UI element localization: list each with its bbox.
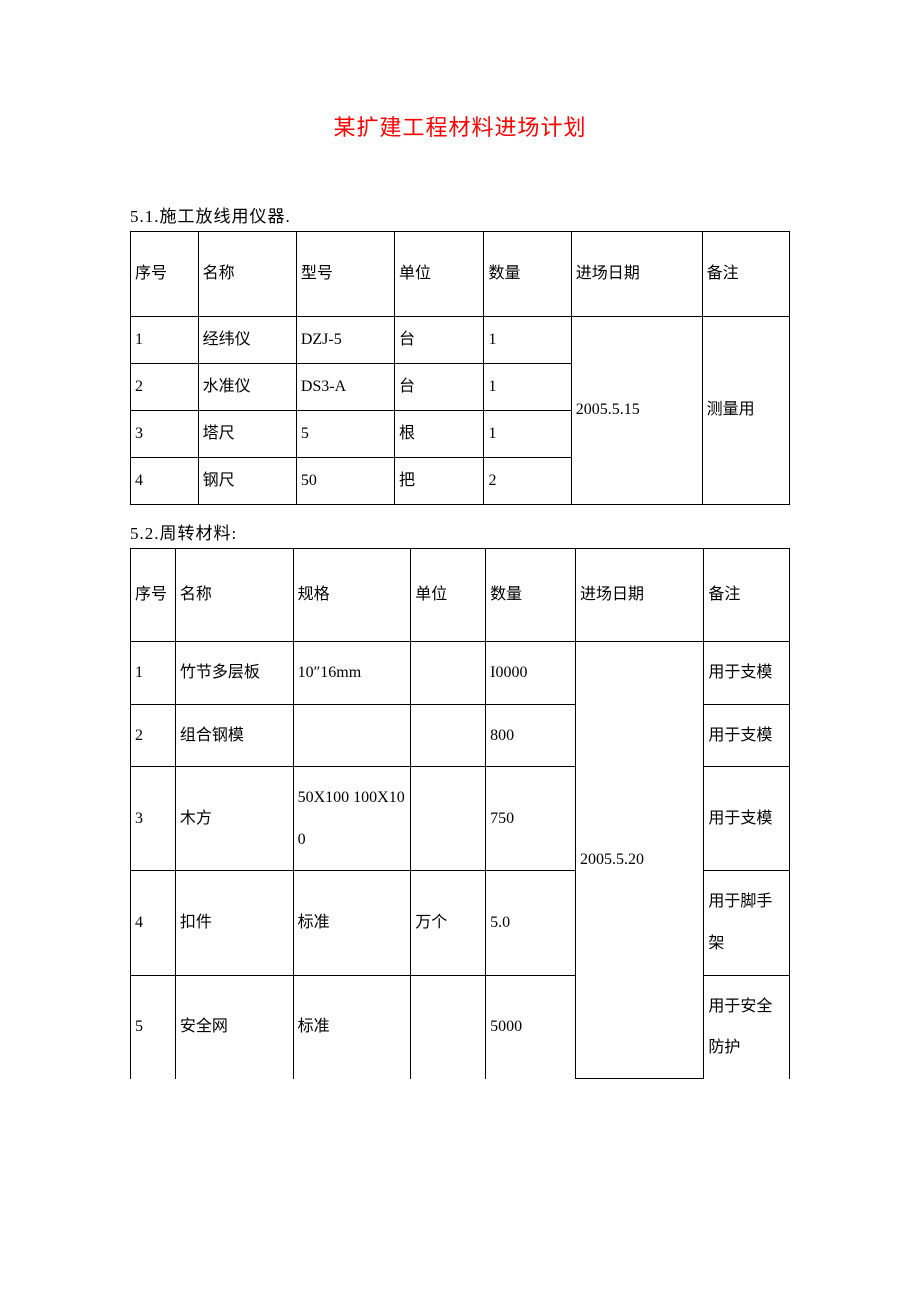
cell-name: 扣件 <box>175 871 293 975</box>
cell-remark: 用于安全防护 <box>704 975 790 1079</box>
cell-name: 经纬仪 <box>198 317 296 364</box>
col-header-name: 名称 <box>175 549 293 642</box>
col-header-date: 进场日期 <box>571 232 702 317</box>
cell-name: 塔尺 <box>198 411 296 458</box>
cell-unit <box>411 642 486 705</box>
col-header-unit: 单位 <box>411 549 486 642</box>
cell-spec: 50X100 100X100 <box>293 767 411 871</box>
cell-date: 2005.5.20 <box>576 642 704 1079</box>
col-header-name: 名称 <box>198 232 296 317</box>
section-2-heading: 5.2.周转材料: <box>130 519 790 544</box>
cell-name: 竹节多层板 <box>175 642 293 705</box>
cell-model: 5 <box>296 411 394 458</box>
col-header-remark: 备注 <box>702 232 789 317</box>
cell-name: 水准仪 <box>198 364 296 411</box>
cell-unit: 台 <box>395 317 484 364</box>
table-2-materials: 序号 名称 规格 单位 数量 进场日期 备注 1 竹节多层板 10″16mm I… <box>130 548 790 1079</box>
section-1-heading: 5.1.施工放线用仪器. <box>130 202 790 227</box>
cell-name: 安全网 <box>175 975 293 1079</box>
cell-spec: 10″16mm <box>293 642 411 705</box>
cell-no: 3 <box>131 767 176 871</box>
cell-no: 4 <box>131 871 176 975</box>
cell-qty: 1 <box>484 317 571 364</box>
cell-qty: I0000 <box>486 642 576 705</box>
cell-qty: 1 <box>484 364 571 411</box>
cell-no: 3 <box>131 411 199 458</box>
cell-qty: 750 <box>486 767 576 871</box>
table-1-instruments: 序号 名称 型号 单位 数量 进场日期 备注 1 经纬仪 DZJ-5 台 1 2… <box>130 231 790 505</box>
col-header-no: 序号 <box>131 232 199 317</box>
cell-name: 钢尺 <box>198 458 296 505</box>
col-header-remark: 备注 <box>704 549 790 642</box>
table-row: 序号 名称 规格 单位 数量 进场日期 备注 <box>131 549 790 642</box>
cell-qty: 2 <box>484 458 571 505</box>
cell-model: 50 <box>296 458 394 505</box>
cell-unit <box>411 975 486 1079</box>
cell-model: DS3-A <box>296 364 394 411</box>
cell-qty: 800 <box>486 704 576 767</box>
cell-unit: 台 <box>395 364 484 411</box>
cell-name: 木方 <box>175 767 293 871</box>
cell-qty: 1 <box>484 411 571 458</box>
cell-qty: 5000 <box>486 975 576 1079</box>
cell-no: 4 <box>131 458 199 505</box>
col-header-unit: 单位 <box>395 232 484 317</box>
cell-no: 2 <box>131 704 176 767</box>
cell-spec: 标准 <box>293 975 411 1079</box>
document-page: 某扩建工程材料进场计划 5.1.施工放线用仪器. 序号 名称 型号 单位 数量 … <box>0 0 920 1139</box>
col-header-model: 型号 <box>296 232 394 317</box>
col-header-qty: 数量 <box>486 549 576 642</box>
col-header-no: 序号 <box>131 549 176 642</box>
cell-remark: 用于支模 <box>704 704 790 767</box>
cell-remark: 测量用 <box>702 317 789 505</box>
cell-name: 组合钢模 <box>175 704 293 767</box>
cell-model: DZJ-5 <box>296 317 394 364</box>
cell-remark: 用于支模 <box>704 767 790 871</box>
col-header-qty: 数量 <box>484 232 571 317</box>
document-title: 某扩建工程材料进场计划 <box>130 110 790 142</box>
cell-unit <box>411 767 486 871</box>
table-row: 序号 名称 型号 单位 数量 进场日期 备注 <box>131 232 790 317</box>
col-header-date: 进场日期 <box>576 549 704 642</box>
cell-no: 5 <box>131 975 176 1079</box>
cell-unit <box>411 704 486 767</box>
cell-unit: 把 <box>395 458 484 505</box>
cell-spec <box>293 704 411 767</box>
cell-remark: 用于脚手架 <box>704 871 790 975</box>
cell-no: 1 <box>131 642 176 705</box>
cell-unit: 根 <box>395 411 484 458</box>
cell-no: 1 <box>131 317 199 364</box>
table-row: 1 经纬仪 DZJ-5 台 1 2005.5.15 测量用 <box>131 317 790 364</box>
cell-remark: 用于支模 <box>704 642 790 705</box>
cell-qty: 5.0 <box>486 871 576 975</box>
cell-date: 2005.5.15 <box>571 317 702 505</box>
table-row: 1 竹节多层板 10″16mm I0000 2005.5.20 用于支模 <box>131 642 790 705</box>
cell-unit: 万个 <box>411 871 486 975</box>
col-header-spec: 规格 <box>293 549 411 642</box>
cell-spec: 标准 <box>293 871 411 975</box>
cell-no: 2 <box>131 364 199 411</box>
